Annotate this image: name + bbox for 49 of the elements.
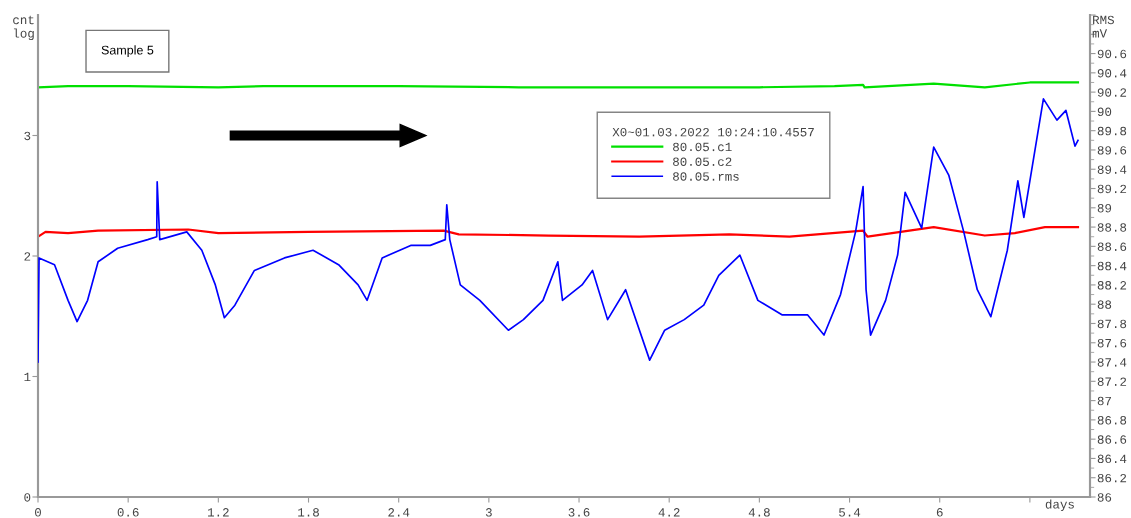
y2-tick-label: 89.6 [1097, 146, 1127, 155]
y2-tick-label: 88 [1097, 300, 1112, 309]
y2-tick-label: 87 [1097, 396, 1111, 406]
x-tick-label: 2.4 [388, 508, 410, 517]
y2-tick-label: 86.6 [1097, 435, 1127, 444]
y2-tick-label: 86.2 [1097, 473, 1127, 483]
y2-tick-label: 87.4 [1097, 358, 1127, 367]
y-tick-label: 0 [24, 493, 31, 502]
y-tick-label: 1 [24, 372, 31, 382]
y2-tick-label: 88.8 [1097, 223, 1127, 232]
x-tick-label: 3 [485, 508, 492, 517]
y2-tick-label: 86.4 [1097, 454, 1127, 464]
legend-title: X0~01.03.2022 10:24:10.4557 [612, 127, 814, 137]
y2-tick-label: 89.4 [1097, 165, 1127, 174]
y2-tick-label: 89.2 [1097, 184, 1127, 194]
annotation: Sample 5 [101, 45, 154, 57]
x-axis-title: days [1045, 499, 1074, 512]
x-tick-label: 4.2 [658, 508, 680, 517]
y-tick-label: 3 [24, 131, 31, 141]
y-axis-title: cnt log [13, 15, 34, 41]
x-tick-label: 1.8 [298, 508, 319, 517]
legend-label: 80.05.c2 [673, 157, 732, 166]
y2-tick-label: 90.2 [1097, 88, 1127, 97]
y2-tick-label: 90.4 [1097, 69, 1127, 78]
y2-tick-label: 88.4 [1097, 261, 1127, 271]
y2-tick-label: 86.8 [1097, 416, 1127, 425]
x-tick-label: 6 [936, 508, 943, 517]
y-tick-label: 2 [24, 252, 31, 261]
legend-label: 80.05.c1 [673, 142, 732, 152]
y2-tick-label: 86 [1097, 493, 1112, 502]
line-series [38, 98, 1079, 363]
y2-tick-label: 90 [1097, 107, 1112, 117]
y2-axis-title: RMS mV [1092, 15, 1114, 38]
x-tick-label: 1.2 [207, 508, 229, 517]
x-tick-label: 0.6 [117, 508, 139, 517]
y2-tick-label: 89.8 [1097, 126, 1127, 136]
legend-label: 80.05.rms [673, 172, 739, 181]
line-series [38, 225, 1080, 238]
x-tick-label: 4.8 [748, 508, 770, 517]
x-tick-label: 0 [35, 508, 41, 517]
y2-tick-label: 90.6 [1097, 49, 1127, 59]
y2-tick-label: 87.8 [1097, 319, 1127, 329]
x-tick-label: 5.4 [839, 508, 861, 517]
x-tick-label: 3.6 [568, 508, 590, 517]
y2-tick-label: 87.6 [1097, 338, 1127, 348]
y2-tick-label: 89 [1097, 203, 1112, 213]
y2-tick-label: 88.2 [1097, 281, 1127, 290]
y2-tick-label: 87.2 [1097, 377, 1127, 386]
y2-tick-label: 88.6 [1097, 242, 1127, 252]
